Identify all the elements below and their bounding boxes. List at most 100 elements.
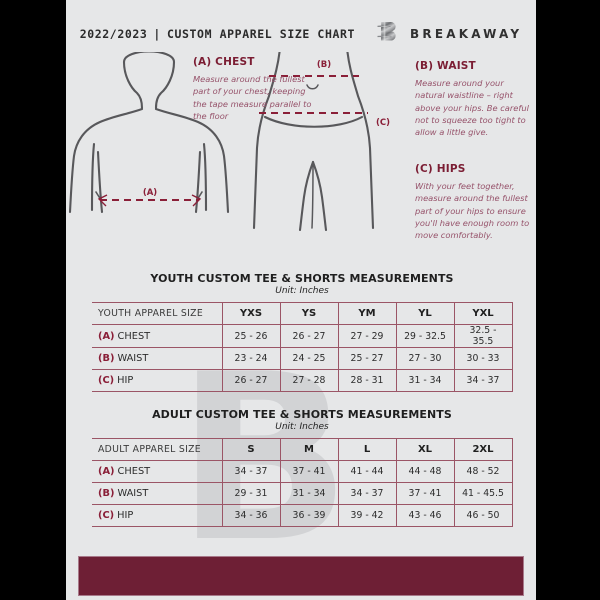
youth-hip-ym: 28 - 31 (337, 369, 397, 392)
table-row: (B) WAIST 29 - 31 31 - 34 34 - 37 37 - 41… (92, 482, 513, 505)
callout-waist-heading: (B) WAIST (415, 60, 476, 72)
adult-row-hip-label: (C) HIP (92, 504, 222, 527)
header-season: 2022/2023 (79, 26, 148, 41)
youth-size-ys: YS (279, 302, 339, 325)
youth-hip-yxl: 34 - 37 (453, 369, 513, 392)
adult-hip-xl: 43 - 46 (395, 504, 455, 527)
adult-waist-name: WAIST (117, 488, 149, 499)
adult-size-table: ADULT APPAREL SIZE S M L XL 2XL (A) CHEST (92, 438, 513, 527)
adult-table-title: ADULT CUSTOM TEE & SHORTS MEASUREMENTS (152, 408, 452, 421)
youth-row-header: YOUTH APPAREL SIZE (92, 302, 222, 325)
youth-size-yxl: YXL (453, 302, 513, 325)
size-chart-page: B 2022/2023 | CUSTOM APPAREL SIZE CHART (66, 0, 536, 600)
adult-hip-l: 39 - 42 (337, 504, 397, 527)
adult-waist-2xl: 41 - 45.5 (453, 482, 513, 505)
adult-row-waist-label: (B) WAIST (92, 482, 222, 505)
youth-size-ym: YM (337, 302, 397, 325)
adult-chest-2xl: 48 - 52 (453, 460, 513, 483)
waist-line-label: (B) (317, 60, 331, 70)
adult-waist-tag: (B) (98, 488, 115, 499)
measurement-diagram: (A) (66, 52, 536, 267)
adult-size-table-block: ADULT CUSTOM TEE & SHORTS MEASUREMENTS U… (92, 408, 513, 527)
adult-chest-l: 41 - 44 (337, 460, 397, 483)
callout-chest-body: Measure around the fullest part of your … (193, 74, 312, 121)
hip-line-label: (C) (376, 118, 390, 128)
adult-hip-2xl: 46 - 50 (453, 504, 513, 527)
adult-chest-tag: (A) (98, 466, 115, 477)
table-row: (C) HIP 34 - 36 36 - 39 39 - 42 43 - 46 4… (92, 504, 513, 527)
adult-hip-tag: (C) (98, 510, 115, 521)
table-row: (B) WAIST 23 - 24 24 - 25 25 - 27 27 - 30… (92, 347, 513, 370)
table-row: (A) CHEST 25 - 26 26 - 27 27 - 29 29 - 32… (92, 324, 513, 348)
adult-waist-xl: 37 - 41 (395, 482, 455, 505)
youth-chest-ym: 27 - 29 (337, 324, 397, 348)
youth-hip-name: HIP (117, 375, 134, 386)
page-title: CUSTOM APPAREL SIZE CHART (166, 26, 356, 41)
youth-waist-yl: 27 - 30 (395, 347, 455, 370)
callout-hips-heading: (C) HIPS (415, 163, 466, 175)
adult-size-l: L (337, 438, 397, 461)
callout-chest-heading: (A) CHEST (193, 56, 255, 68)
table-header-row: YOUTH APPAREL SIZE YXS YS YM YL YXL (92, 302, 513, 325)
youth-hip-yxs: 26 - 27 (221, 369, 281, 392)
youth-chest-ys: 26 - 27 (279, 324, 339, 348)
callout-chest: (A) CHEST Measure around the fullest par… (193, 56, 315, 122)
adult-row-header: ADULT APPAREL SIZE (92, 438, 222, 461)
youth-hip-tag: (C) (98, 375, 115, 386)
adult-row-chest-label: (A) CHEST (92, 460, 222, 483)
adult-hip-m: 36 - 39 (279, 504, 339, 527)
adult-size-s: S (221, 438, 281, 461)
youth-chest-name: CHEST (117, 330, 151, 342)
chest-line-label: (A) (143, 188, 157, 198)
youth-waist-name: WAIST (117, 353, 149, 364)
youth-waist-yxs: 23 - 24 (221, 347, 281, 370)
breakaway-b-logo-icon (375, 18, 401, 49)
adult-table-unit: Unit: Inches (275, 422, 329, 432)
youth-size-table-block: YOUTH CUSTOM TEE & SHORTS MEASUREMENTS U… (92, 272, 513, 392)
youth-waist-yxl: 30 - 33 (453, 347, 513, 370)
callout-hips: (C) HIPS With your feet together, measur… (415, 163, 535, 241)
youth-chest-yxs: 25 - 26 (221, 324, 281, 348)
body-figures-illustration: (A) (68, 52, 390, 232)
adult-hip-name: HIP (117, 510, 134, 521)
youth-hip-ys: 27 - 28 (279, 369, 339, 392)
adult-waist-l: 34 - 37 (337, 482, 397, 505)
adult-waist-m: 31 - 34 (279, 482, 339, 505)
youth-chest-yxl: 32.5 - 35.5 (453, 324, 513, 348)
table-header-row: ADULT APPAREL SIZE S M L XL 2XL (92, 438, 513, 461)
youth-size-table: YOUTH APPAREL SIZE YXS YS YM YL YXL (A) C… (92, 302, 513, 392)
adult-size-xl: XL (395, 438, 455, 461)
callout-waist-body: Measure around your natural waistline – … (415, 78, 529, 138)
adult-chest-m: 37 - 41 (279, 460, 339, 483)
footer-bar (78, 556, 524, 596)
brand-name: BREAKAWAY (410, 26, 523, 41)
youth-table-title: YOUTH CUSTOM TEE & SHORTS MEASUREMENTS (150, 272, 454, 285)
adult-size-2xl: 2XL (453, 438, 513, 461)
adult-chest-s: 34 - 37 (221, 460, 281, 483)
adult-chest-name: CHEST (117, 466, 151, 477)
youth-table-unit: Unit: Inches (275, 286, 329, 296)
adult-size-m: M (279, 438, 339, 461)
youth-size-yl: YL (395, 302, 455, 325)
youth-row-chest-label: (A) CHEST (92, 324, 222, 348)
youth-row-waist-label: (B) WAIST (92, 347, 222, 370)
page-header: 2022/2023 | CUSTOM APPAREL SIZE CHART (66, 18, 536, 49)
callout-hips-body: With your feet together, measure around … (415, 181, 530, 241)
youth-chest-tag: (A) (98, 330, 115, 342)
callout-waist: (B) WAIST Measure around your natural wa… (415, 60, 535, 138)
header-separator: | (153, 26, 161, 41)
adult-waist-s: 29 - 31 (221, 482, 281, 505)
youth-hip-yl: 31 - 34 (395, 369, 455, 392)
youth-chest-yl: 29 - 32.5 (395, 324, 455, 348)
youth-row-hip-label: (C) HIP (92, 369, 222, 392)
youth-waist-ys: 24 - 25 (279, 347, 339, 370)
chest-measure-line (97, 194, 202, 207)
youth-waist-tag: (B) (98, 353, 115, 364)
adult-chest-xl: 44 - 48 (395, 460, 455, 483)
table-row: (C) HIP 26 - 27 27 - 28 28 - 31 31 - 34 3… (92, 369, 513, 392)
youth-size-yxs: YXS (221, 302, 281, 325)
youth-waist-ym: 25 - 27 (337, 347, 397, 370)
table-row: (A) CHEST 34 - 37 37 - 41 41 - 44 44 - 48… (92, 460, 513, 483)
adult-hip-s: 34 - 36 (221, 504, 281, 527)
